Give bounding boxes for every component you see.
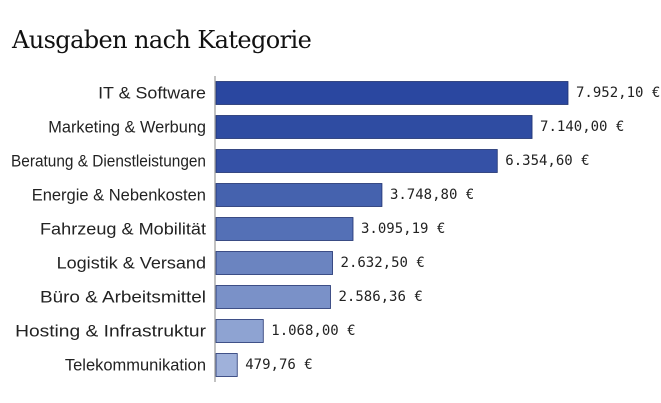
category-label-marketing-and-werbung: Marketing & Werbung [48, 118, 206, 137]
value-label-hosting-and-infrastruktur: 1.068,00 € [271, 323, 355, 339]
category-label-buero-and-arbeitsmittel: Büro & Arbeitsmittel [40, 288, 206, 307]
bar-logistik-and-versand [215, 251, 333, 275]
bar-energie-and-nebenkosten [215, 183, 383, 207]
bar-it-and-software [215, 81, 569, 105]
category-label-hosting-and-infrastruktur: Hosting & Infrastruktur [15, 322, 206, 341]
chart-title: Ausgaben nach Kategorie [12, 26, 312, 54]
value-label-buero-and-arbeitsmittel: 2.586,36 € [338, 289, 422, 305]
value-label-it-and-software: 7.952,10 € [576, 85, 660, 101]
bars-layer: IT & Software 7.952,10 € Marketing & Werbu… [11, 81, 660, 377]
category-label-it-and-software: IT & Software [98, 84, 206, 103]
value-label-logistik-and-versand: 2.632,50 € [341, 255, 425, 271]
value-label-beratung-and-dienstleistungen: 6.354,60 € [505, 153, 589, 169]
category-label-energie-and-nebenkosten: Energie & Nebenkosten [32, 186, 206, 205]
bar-telekommunikation [215, 353, 238, 377]
category-label-fahrzeug-and-mobilitaet: Fahrzeug & Mobilität [40, 220, 206, 239]
value-label-marketing-and-werbung: 7.140,00 € [540, 119, 624, 135]
bar-hosting-and-infrastruktur [215, 319, 264, 343]
bar-fahrzeug-and-mobilitaet [215, 217, 354, 241]
category-label-telekommunikation: Telekommunikation [65, 356, 206, 375]
value-label-energie-and-nebenkosten: 3.748,80 € [390, 187, 474, 203]
category-label-logistik-and-versand: Logistik & Versand [57, 254, 206, 273]
bar-buero-and-arbeitsmittel [215, 285, 331, 309]
bar-beratung-and-dienstleistungen [215, 149, 498, 173]
bar-marketing-and-werbung [215, 115, 533, 139]
value-label-fahrzeug-and-mobilitaet: 3.095,19 € [361, 221, 445, 237]
category-label-beratung-and-dienstleistungen: Beratung & Dienstleistungen [11, 152, 206, 171]
value-label-telekommunikation: 479,76 € [245, 357, 312, 373]
